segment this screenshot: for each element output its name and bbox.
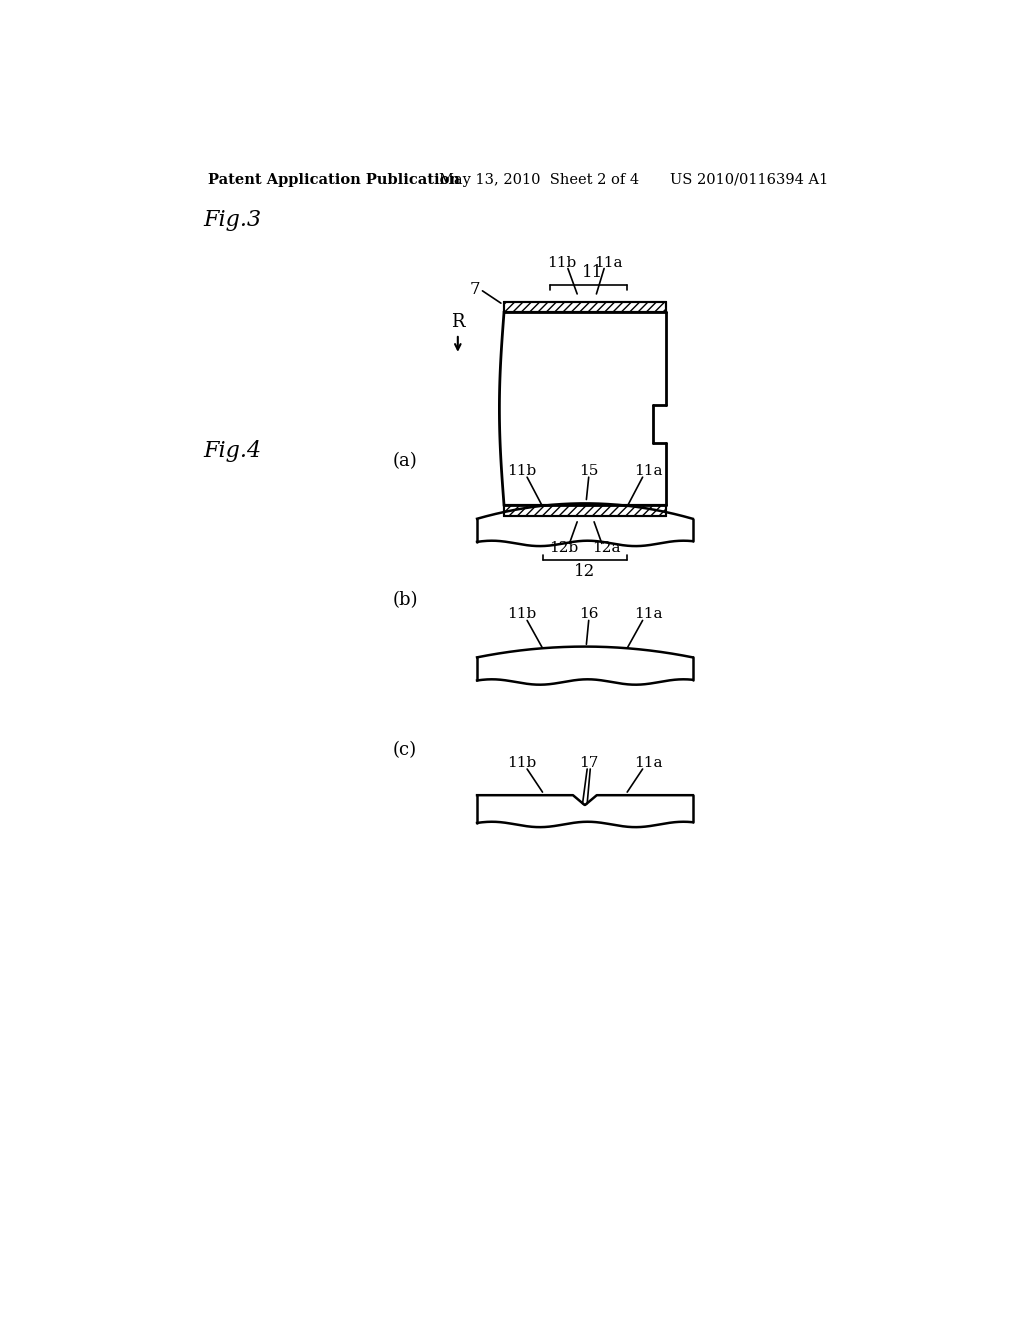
- Text: 12: 12: [574, 564, 596, 581]
- Text: 11b: 11b: [507, 607, 537, 622]
- Text: 7: 7: [469, 281, 480, 298]
- Text: Fig.3: Fig.3: [204, 209, 262, 231]
- Text: Patent Application Publication: Patent Application Publication: [208, 173, 460, 187]
- Text: R: R: [451, 313, 465, 330]
- Text: May 13, 2010  Sheet 2 of 4: May 13, 2010 Sheet 2 of 4: [438, 173, 639, 187]
- Text: (c): (c): [392, 741, 417, 759]
- Text: Fig.4: Fig.4: [204, 440, 262, 462]
- Bar: [504, 506, 666, 516]
- Bar: [504, 302, 666, 313]
- Text: 11: 11: [582, 264, 603, 281]
- Text: 11a: 11a: [594, 256, 623, 271]
- Text: US 2010/0116394 A1: US 2010/0116394 A1: [670, 173, 827, 187]
- Text: (a): (a): [392, 451, 417, 470]
- Text: 11a: 11a: [634, 607, 663, 622]
- Text: 11a: 11a: [634, 756, 663, 770]
- Text: 11b: 11b: [507, 465, 537, 478]
- Text: 17: 17: [579, 756, 598, 770]
- Text: 11b: 11b: [547, 256, 577, 271]
- Text: 15: 15: [579, 465, 598, 478]
- Text: 12a: 12a: [592, 541, 621, 554]
- Text: 11b: 11b: [507, 756, 537, 770]
- Text: 12b: 12b: [549, 541, 578, 554]
- Text: 16: 16: [579, 607, 598, 622]
- Text: (b): (b): [392, 590, 418, 609]
- Text: 11a: 11a: [634, 465, 663, 478]
